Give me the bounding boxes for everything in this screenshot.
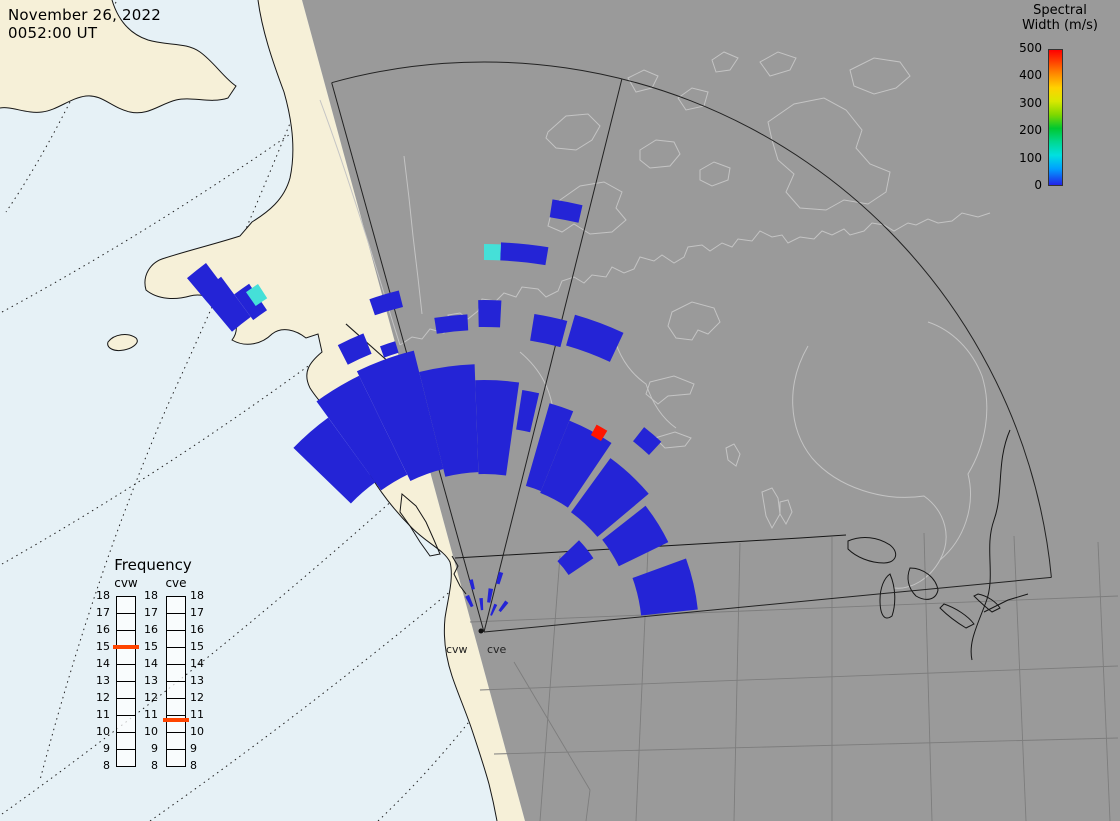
site-label-cve: cve <box>487 644 506 656</box>
freq-tick-label: 10 <box>140 725 158 738</box>
ladder-cell <box>116 732 136 750</box>
ladder-cell <box>116 613 136 631</box>
freq-tick-label: 17 <box>190 606 208 619</box>
frequency-marker-cvw <box>113 645 139 649</box>
ladder-cell <box>116 715 136 733</box>
frequency-marker-cve <box>163 718 189 722</box>
time-text: 0052:00 UT <box>8 24 161 42</box>
freq-tick-label: 9 <box>92 742 110 755</box>
freq-tick-label: 9 <box>190 742 208 755</box>
ladder-cell <box>166 613 186 631</box>
freq-tick-label: 18 <box>190 589 208 602</box>
site-label-cvw: cvw <box>446 644 468 656</box>
freq-tick-label: 14 <box>92 657 110 670</box>
ladder-cell <box>116 664 136 682</box>
freq-tick-label: 13 <box>190 674 208 687</box>
ladder-cell <box>166 647 186 665</box>
freq-tick-label: 8 <box>190 759 208 772</box>
freq-tick-label: 18 <box>140 589 158 602</box>
ladder-cell <box>166 681 186 699</box>
ladder-cell <box>166 732 186 750</box>
freq-tick-label: 12 <box>190 691 208 704</box>
date-text: November 26, 2022 <box>8 6 161 24</box>
freq-tick-label: 16 <box>140 623 158 636</box>
freq-tick-label: 16 <box>190 623 208 636</box>
echo-patch <box>478 300 501 327</box>
colorbar-tick-label: 500 <box>1008 42 1042 55</box>
freq-tick-label: 14 <box>190 657 208 670</box>
ladder-cell <box>116 596 136 614</box>
freq-tick-label: 16 <box>92 623 110 636</box>
frequency-ladder-cve <box>166 596 186 767</box>
freq-tick-label: 15 <box>92 640 110 653</box>
frequency-ladder-cvw <box>116 596 136 767</box>
colorbar-tick-label: 300 <box>1008 97 1042 110</box>
radar-fan-plot: November 26, 2022 0052:00 UT Spectral Wi… <box>0 0 1120 821</box>
freq-tick-label: 9 <box>140 742 158 755</box>
freq-tick-label: 17 <box>140 606 158 619</box>
radar-site-dot <box>479 629 484 634</box>
colorbar-title-line1: Spectral <box>1004 3 1116 18</box>
ladder-cell <box>116 681 136 699</box>
freq-tick-label: 13 <box>140 674 158 687</box>
ladder-label-cvw: cvw <box>111 576 141 590</box>
ladder-cell <box>116 698 136 716</box>
colorbar-title-line2: Width (m/s) <box>1004 18 1116 33</box>
freq-tick-label: 11 <box>92 708 110 721</box>
ladder-cell <box>166 596 186 614</box>
freq-tick-label: 14 <box>140 657 158 670</box>
freq-tick-label: 10 <box>190 725 208 738</box>
freq-tick-label: 13 <box>92 674 110 687</box>
ladder-cell <box>116 647 136 665</box>
freq-tick-label: 11 <box>190 708 208 721</box>
ladder-cell <box>166 664 186 682</box>
ladder-cell <box>166 698 186 716</box>
colorbar-title: Spectral Width (m/s) <box>1004 3 1116 33</box>
ladder-cell <box>166 630 186 648</box>
freq-tick-label: 8 <box>140 759 158 772</box>
freq-tick-label: 18 <box>92 589 110 602</box>
colorbar-tick-label: 0 <box>1008 179 1042 192</box>
echo-patch <box>484 244 501 260</box>
ladder-label-cve: cve <box>161 576 191 590</box>
colorbar-tick-label: 200 <box>1008 124 1042 137</box>
frequency-panel-title: Frequency <box>97 556 209 574</box>
freq-tick-label: 12 <box>92 691 110 704</box>
colorbar-tick-label: 100 <box>1008 152 1042 165</box>
colorbar-tick-label: 400 <box>1008 69 1042 82</box>
colorbar <box>1048 49 1063 186</box>
freq-tick-label: 11 <box>140 708 158 721</box>
freq-tick-label: 10 <box>92 725 110 738</box>
freq-tick-label: 8 <box>92 759 110 772</box>
ladder-cell <box>116 749 136 767</box>
freq-tick-label: 12 <box>140 691 158 704</box>
freq-tick-label: 17 <box>92 606 110 619</box>
timestamp: November 26, 2022 0052:00 UT <box>8 6 161 42</box>
freq-tick-label: 15 <box>140 640 158 653</box>
freq-tick-label: 15 <box>190 640 208 653</box>
ladder-cell <box>166 749 186 767</box>
